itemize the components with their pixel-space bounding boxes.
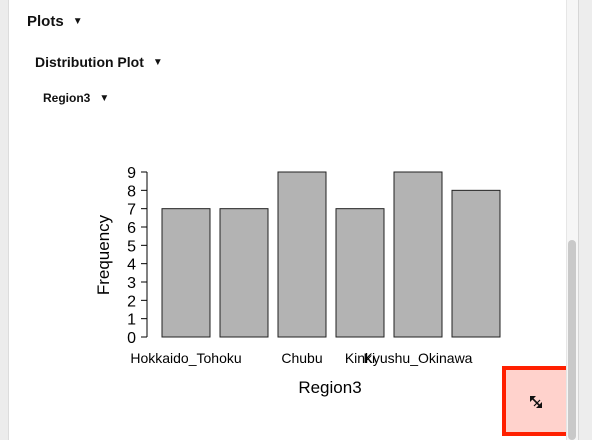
x-tick-label: Chubu [281,350,322,366]
vertical-scrollbar-thumb[interactable] [568,240,576,440]
x-tick-label: Hokkaido_Tohoku [130,350,241,366]
bar-6 [451,189,501,338]
triangle-down-icon[interactable]: ▼ [152,56,163,68]
y-tick-label: 4 [127,257,136,274]
distribution-bar-chart: 01 234 567 89 Hokkaido_Tohoku Chubu KinkiKyush… [94,165,501,397]
y-tick-label: 3 [127,275,136,292]
plots-section-title: Plots [27,13,64,30]
bar-5 [393,171,443,338]
resize-plot-button[interactable] [502,366,570,436]
distribution-plot-title: Distribution Plot [35,54,144,70]
y-tick-label: 8 [127,183,136,200]
variable-title: Region3 [43,91,91,105]
y-tick-label: 6 [127,220,136,237]
bar-3 [277,171,327,338]
bar-1 [161,208,211,338]
y-tick-label: 1 [127,312,136,329]
bar-2 [219,208,269,338]
distribution-plot-header[interactable]: Distribution Plot ▼ [35,54,163,70]
bar-4 [335,208,385,338]
variable-header[interactable]: Region3 ▼ [43,91,109,105]
triangle-down-icon[interactable]: ▼ [99,92,110,104]
resize-diagonal-arrows-icon[interactable] [528,394,544,410]
y-axis-title: Frequency [94,214,113,295]
left-panel-edge [0,0,9,440]
y-tick-label: 0 [127,330,136,347]
x-tick-label: Kinki [345,350,375,366]
y-tick-label: 5 [127,238,136,255]
triangle-down-icon[interactable]: ▼ [72,16,83,27]
right-panel-edge [578,0,592,440]
x-axis-title: Region3 [298,378,361,397]
x-tick-label: Kyushu_Okinawa [364,350,473,366]
y-tick-label: 9 [127,165,136,182]
y-tick-label: 2 [127,293,136,310]
plots-section-header[interactable]: Plots ▼ [27,13,83,30]
y-tick-label: 7 [127,202,136,219]
